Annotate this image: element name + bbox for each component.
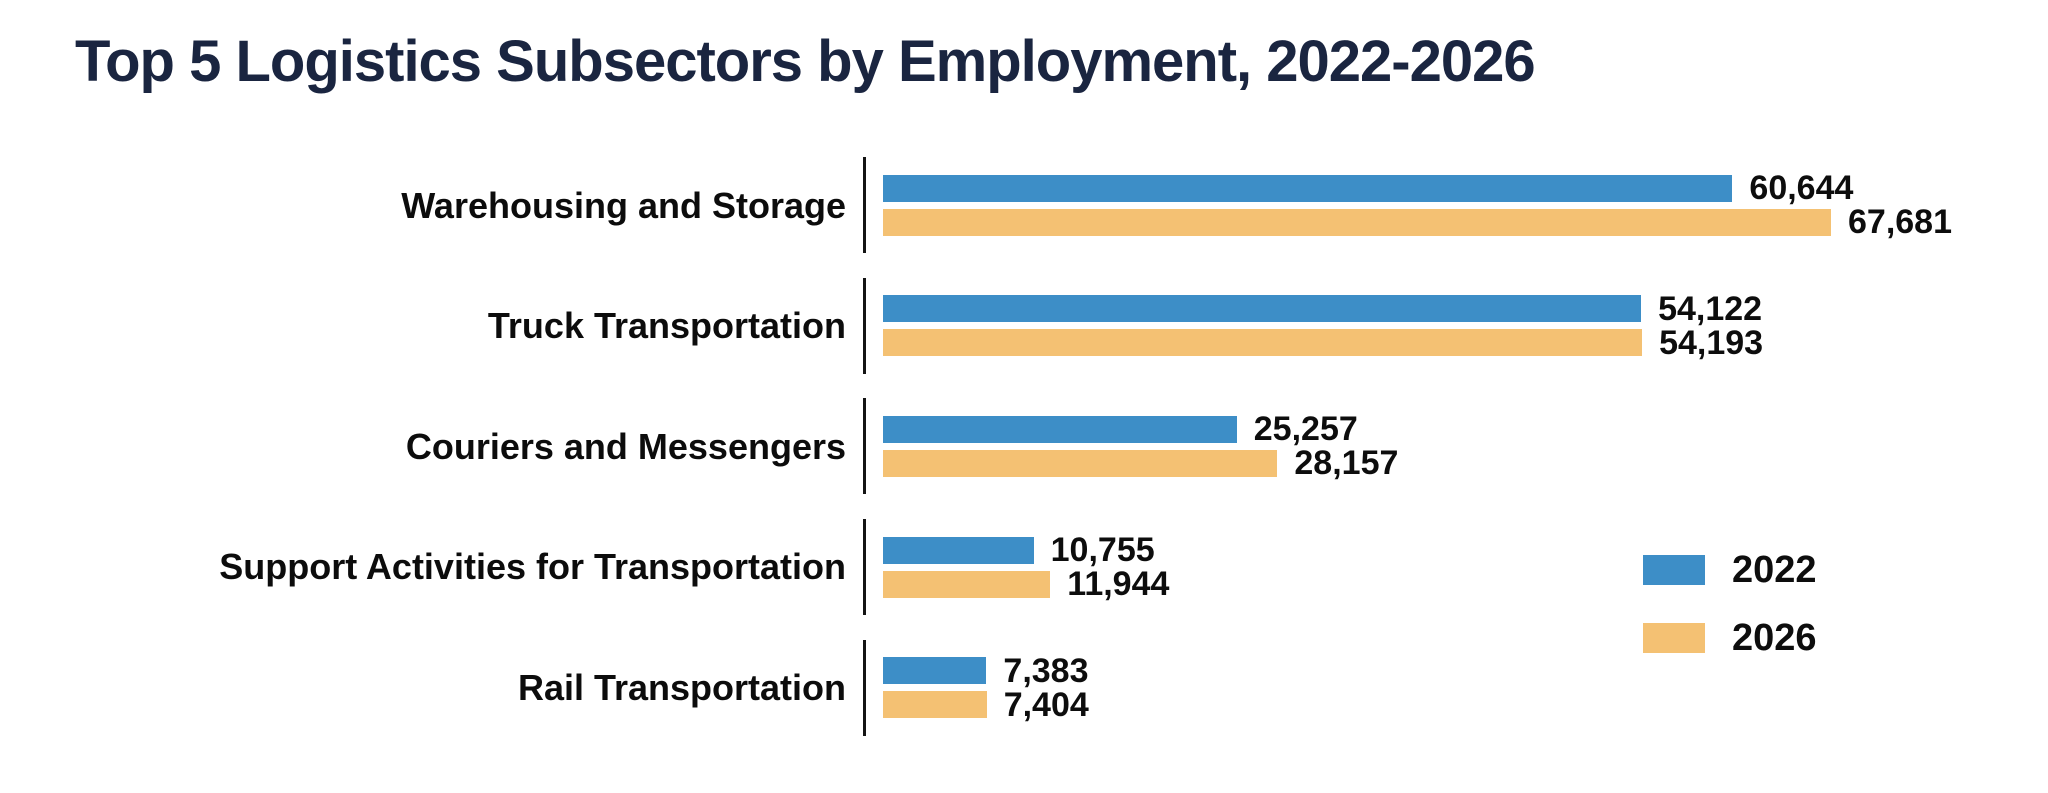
category-row: Truck Transportation 54,122 54,193 xyxy=(0,266,2048,387)
bar-2026 xyxy=(883,570,1051,598)
bar-line-2022: 10,755 xyxy=(883,533,1169,567)
category-row: Couriers and Messengers 25,257 28,157 xyxy=(0,386,2048,507)
category-label: Rail Transportation xyxy=(517,666,846,708)
legend: 2022 2026 xyxy=(1643,551,1817,687)
chart-title: Top 5 Logistics Subsectors by Employment… xyxy=(75,29,1536,94)
value-label-2026: 11,944 xyxy=(1067,565,1170,604)
bar-line-2026: 67,681 xyxy=(883,205,1952,239)
category-row: Support Activities for Transportation 10… xyxy=(0,507,2048,628)
bar-pair: 54,122 54,193 xyxy=(883,292,1763,360)
value-label-2022: 25,257 xyxy=(1253,410,1358,449)
bar-2022 xyxy=(883,657,987,685)
bar-line-2022: 7,383 xyxy=(883,654,1089,688)
bar-2022 xyxy=(883,536,1034,564)
axis-tick xyxy=(863,519,866,616)
value-label-2022: 60,644 xyxy=(1749,169,1854,208)
legend-label-2026: 2026 xyxy=(1732,617,1817,659)
bar-line-2022: 25,257 xyxy=(883,412,1398,446)
value-label-2026: 54,193 xyxy=(1659,323,1764,362)
value-label-2022: 7,383 xyxy=(1003,651,1089,690)
legend-label-2022: 2022 xyxy=(1732,549,1817,591)
bar-line-2026: 7,404 xyxy=(883,688,1089,722)
axis-tick xyxy=(863,398,866,495)
bar-line-2026: 11,944 xyxy=(883,567,1169,601)
value-label-2022: 54,122 xyxy=(1658,289,1763,328)
chart-rows: Warehousing and Storage 60,644 67,681 Tr… xyxy=(0,145,2048,748)
legend-item-2022: 2022 xyxy=(1643,551,1817,589)
bar-2022 xyxy=(883,295,1642,323)
bar-line-2022: 54,122 xyxy=(883,292,1763,326)
bar-2026 xyxy=(883,449,1278,477)
legend-item-2026: 2026 xyxy=(1643,619,1817,657)
category-row: Warehousing and Storage 60,644 67,681 xyxy=(0,145,2048,266)
category-label: Warehousing and Storage xyxy=(401,184,846,226)
bar-pair: 25,257 28,157 xyxy=(883,412,1398,480)
category-label: Truck Transportation xyxy=(487,305,846,347)
category-label: Support Activities for Transportation xyxy=(219,546,846,588)
axis-tick xyxy=(863,639,866,736)
value-label-2022: 10,755 xyxy=(1050,531,1155,570)
value-label-2026: 67,681 xyxy=(1848,203,1952,242)
legend-swatch-2022 xyxy=(1643,555,1705,585)
bar-2022 xyxy=(883,415,1237,443)
bar-pair: 7,383 7,404 xyxy=(883,654,1089,722)
bar-2026 xyxy=(883,208,1831,236)
legend-swatch-2026 xyxy=(1643,623,1705,653)
bar-2026 xyxy=(883,691,987,719)
bar-line-2026: 54,193 xyxy=(883,326,1763,360)
axis-tick xyxy=(863,277,866,374)
bar-pair: 60,644 67,681 xyxy=(883,171,1952,239)
bar-2022 xyxy=(883,174,1733,202)
bar-line-2022: 60,644 xyxy=(883,171,1952,205)
axis-tick xyxy=(863,157,866,254)
value-label-2026: 7,404 xyxy=(1003,685,1089,724)
value-label-2026: 28,157 xyxy=(1294,444,1399,483)
bar-line-2026: 28,157 xyxy=(883,446,1398,480)
category-row: Rail Transportation 7,383 7,404 xyxy=(0,627,2048,748)
bar-2026 xyxy=(883,329,1643,357)
category-label: Couriers and Messengers xyxy=(405,425,846,467)
bar-pair: 10,755 11,944 xyxy=(883,533,1169,601)
